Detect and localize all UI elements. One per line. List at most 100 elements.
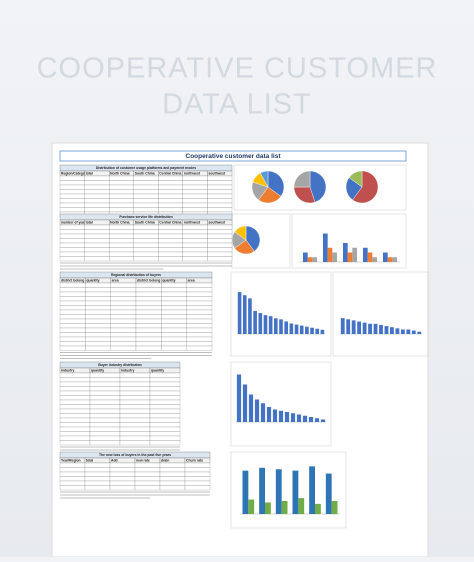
bar bbox=[284, 412, 290, 422]
body-cell bbox=[161, 314, 187, 320]
bar bbox=[331, 501, 338, 514]
body-cell bbox=[158, 202, 183, 208]
header-text: total bbox=[86, 171, 93, 175]
body-cell bbox=[59, 180, 85, 186]
body-cell bbox=[84, 202, 110, 208]
body-cell bbox=[149, 426, 181, 432]
header-text: northwest bbox=[184, 171, 201, 175]
body-cell bbox=[84, 189, 110, 195]
body-cell bbox=[110, 327, 137, 333]
body-cell bbox=[119, 381, 151, 387]
body-cell bbox=[182, 233, 208, 239]
header-text: South China bbox=[135, 220, 155, 224]
header-text: Churn rate bbox=[186, 458, 203, 462]
bar bbox=[299, 325, 304, 334]
bar bbox=[242, 470, 249, 514]
bar bbox=[309, 466, 315, 514]
body-cell bbox=[84, 476, 111, 482]
bar bbox=[332, 252, 337, 262]
bar bbox=[263, 315, 268, 334]
body-cell bbox=[119, 386, 151, 392]
body-cell bbox=[109, 471, 136, 477]
body-cell bbox=[59, 372, 91, 378]
body-cell bbox=[161, 332, 187, 338]
body-cell bbox=[135, 345, 162, 351]
bar bbox=[320, 419, 326, 422]
body-cell bbox=[182, 207, 208, 213]
body-cell bbox=[149, 408, 181, 414]
body-cell bbox=[182, 202, 208, 208]
body-cell bbox=[134, 462, 161, 468]
bar bbox=[327, 247, 333, 262]
body-cell bbox=[182, 198, 208, 204]
body-cell bbox=[109, 467, 136, 473]
chart-frame bbox=[230, 271, 332, 357]
body-cell bbox=[59, 309, 86, 315]
sheet-title-box bbox=[59, 150, 407, 162]
header-text: quantity bbox=[91, 368, 104, 372]
body-cell bbox=[186, 318, 213, 324]
body-cell bbox=[84, 238, 110, 244]
pie-slice bbox=[352, 170, 379, 204]
body-cell bbox=[84, 224, 110, 230]
body-cell bbox=[59, 224, 85, 230]
body-cell bbox=[59, 480, 86, 486]
bar bbox=[284, 321, 288, 334]
body-cell bbox=[89, 381, 121, 387]
body-cell bbox=[59, 390, 91, 396]
body-cell bbox=[89, 390, 121, 396]
body-cell bbox=[110, 314, 137, 320]
body-cell bbox=[109, 251, 134, 257]
bar bbox=[265, 502, 271, 514]
body-cell bbox=[89, 435, 121, 441]
body-cell bbox=[59, 193, 85, 199]
header-text: district belong to bbox=[137, 278, 165, 282]
body-cell bbox=[59, 318, 86, 324]
body-cell bbox=[149, 440, 181, 446]
body-cell bbox=[158, 247, 183, 253]
body-cell bbox=[59, 229, 85, 235]
body-cell bbox=[182, 189, 208, 195]
body-cell bbox=[110, 345, 137, 351]
table-title: Buyer industry distribution bbox=[98, 363, 142, 367]
body-cell bbox=[135, 314, 162, 320]
body-cell bbox=[84, 207, 110, 213]
table-title: Purchase service life distribution bbox=[119, 215, 172, 219]
header-text: quantity bbox=[162, 278, 175, 282]
header-text: district belong to bbox=[61, 278, 89, 282]
body-cell bbox=[119, 435, 151, 441]
body-cell bbox=[158, 233, 183, 239]
body-cell bbox=[110, 336, 137, 342]
body-cell bbox=[89, 372, 121, 378]
bar bbox=[346, 319, 351, 334]
body-cell bbox=[85, 300, 111, 306]
body-cell bbox=[182, 175, 208, 181]
body-cell bbox=[85, 291, 111, 297]
bar bbox=[278, 410, 284, 422]
body-cell bbox=[59, 189, 85, 195]
pie-slice bbox=[245, 225, 261, 252]
bar bbox=[294, 324, 299, 334]
body-cell bbox=[161, 327, 187, 333]
body-cell bbox=[110, 323, 137, 329]
body-cell bbox=[59, 282, 86, 288]
body-cell bbox=[134, 480, 161, 486]
body-cell bbox=[59, 287, 86, 293]
body-cell bbox=[84, 175, 110, 181]
body-cell bbox=[133, 238, 159, 244]
body-cell bbox=[109, 202, 134, 208]
bar bbox=[352, 247, 357, 262]
body-cell bbox=[207, 224, 233, 230]
body-cell bbox=[135, 323, 162, 329]
body-cell bbox=[158, 175, 183, 181]
body-cell bbox=[59, 251, 85, 257]
header-text: industry bbox=[61, 368, 74, 372]
body-cell bbox=[59, 300, 86, 306]
body-cell bbox=[109, 476, 136, 482]
body-cell bbox=[89, 426, 121, 432]
table-title: Distribution of customer usage platforms… bbox=[96, 166, 196, 170]
header-text: Central China bbox=[159, 171, 181, 175]
bar bbox=[312, 257, 317, 262]
body-cell bbox=[89, 431, 121, 437]
